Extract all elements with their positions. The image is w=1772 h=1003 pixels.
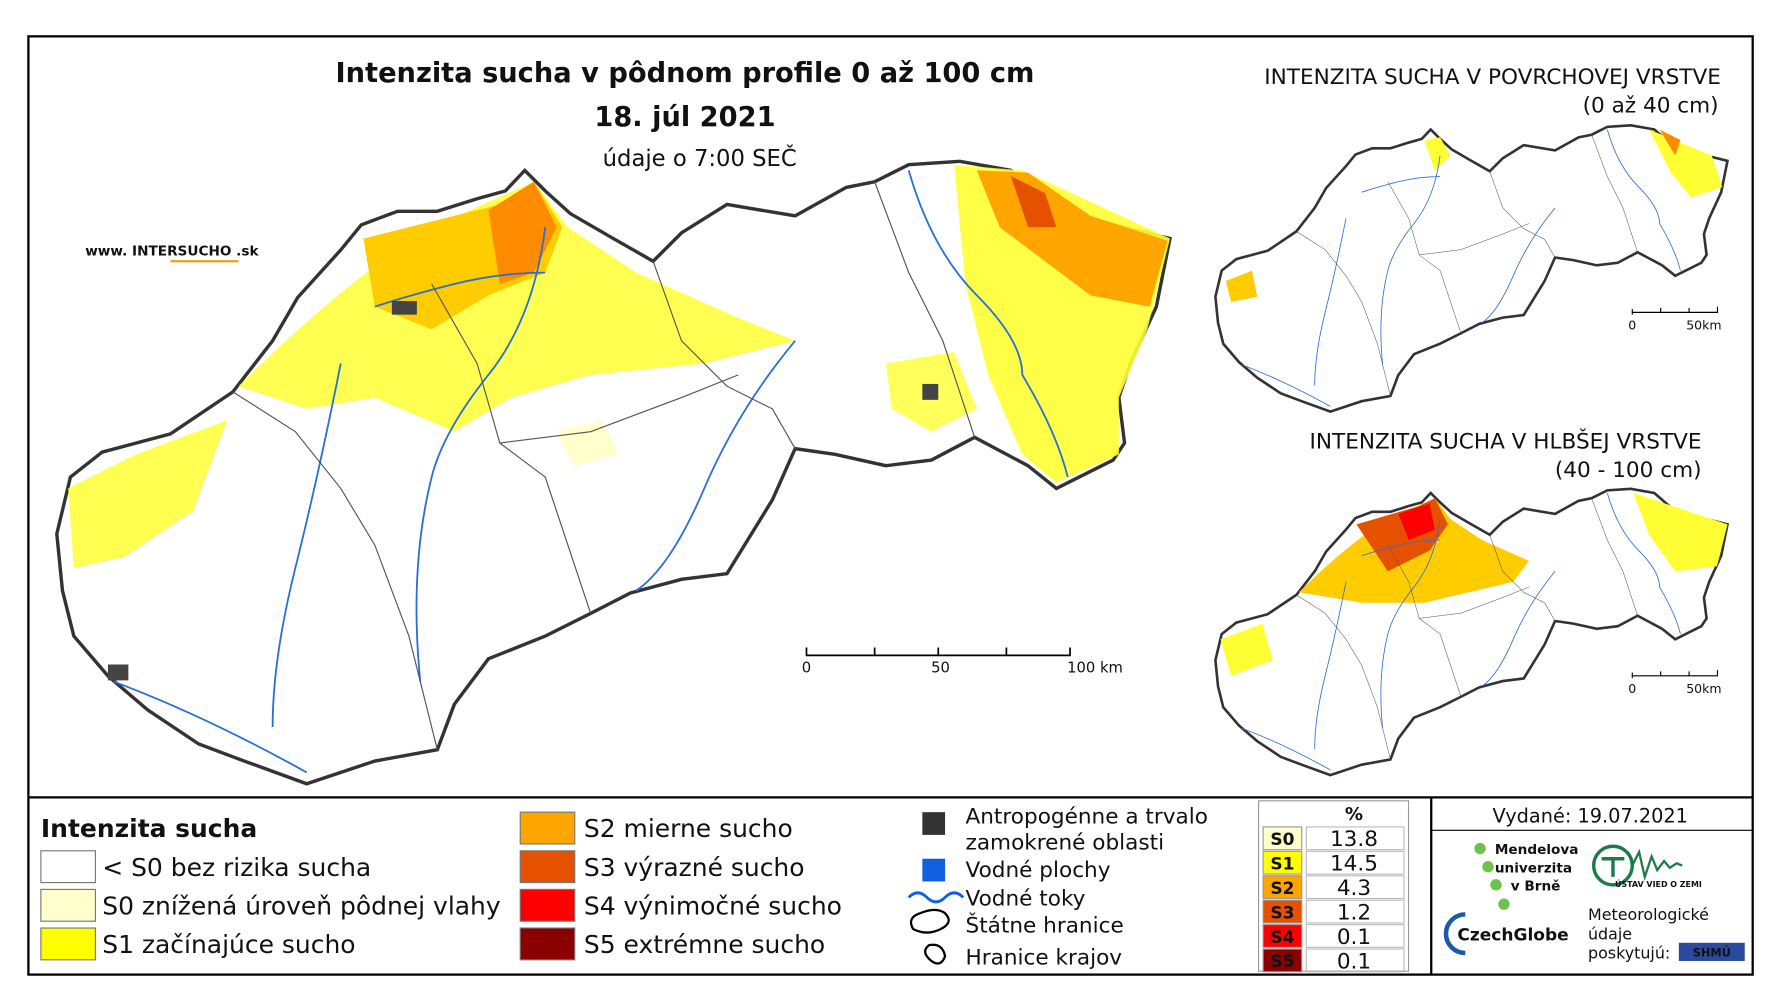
legend-label: S2 mierne sucho (584, 814, 793, 843)
layer-label: Antropogénne a trvalo (966, 805, 1208, 830)
scale-label: 100 km (1067, 659, 1123, 676)
legend-swatch (40, 888, 96, 922)
main-map (55, 159, 1172, 786)
legend-title: Intenzita sucha (41, 814, 257, 843)
legend-swatch (519, 888, 576, 922)
legend-swatch (519, 850, 576, 884)
class-label: S3 (1270, 903, 1294, 923)
percent-value: 0.1 (1337, 949, 1371, 974)
layer-label: Vodné plochy (966, 858, 1111, 883)
legend-label: S0 znížená úroveň pôdnej vlahy (102, 891, 501, 920)
issued-date: Vydané: 19.07.2021 (1493, 804, 1688, 827)
legend-label: S5 extrémne sucho (584, 930, 825, 959)
percent-value: 13.8 (1330, 827, 1378, 852)
ustav-logo (1591, 844, 1683, 887)
class-cell (1262, 875, 1303, 900)
inset-scale-bar (1631, 306, 1719, 315)
main-scale-bar (805, 647, 1071, 657)
scale-label: 0 (1628, 681, 1636, 696)
percent-value: 0.1 (1337, 925, 1371, 950)
percent-value: 4.3 (1337, 876, 1371, 901)
percent-value: 14.5 (1330, 852, 1378, 877)
scale-label: 0 (1628, 317, 1636, 332)
legend-swatch (40, 927, 96, 961)
class-cell (1262, 826, 1303, 851)
class-label: S4 (1270, 928, 1294, 948)
map-date: 18. júl 2021 (594, 102, 775, 133)
legend-label: S4 výnimočné sucho (584, 891, 842, 920)
scale-label: 50 (931, 659, 950, 676)
layer-label: Štátne hranice (966, 913, 1124, 939)
table-header: % (1345, 804, 1363, 825)
class-cell (1262, 850, 1303, 875)
legend-label: < S0 bez rizika sucha (102, 853, 371, 882)
layer-label: Hranice krajov (966, 945, 1123, 970)
value-cell (1305, 948, 1405, 973)
class-label: S1 (1270, 855, 1294, 875)
scale-label: 50km (1686, 681, 1721, 696)
shmu-logo (1678, 942, 1745, 961)
inset-title: INTENZITA SUCHA V HLBŠEJ VRSTVE (1310, 429, 1702, 455)
inset-subtitle: (0 až 40 cm) (1583, 93, 1719, 118)
inset-surface-map (1214, 124, 1729, 413)
legend-label: S1 začínajúce sucho (102, 930, 355, 959)
scale-label: 0 (802, 659, 811, 676)
scale-label: 50km (1686, 317, 1721, 332)
percent-value: 1.2 (1337, 901, 1371, 926)
mendel-label: v Brně (1511, 879, 1561, 895)
value-cell (1305, 924, 1405, 948)
mendel-label: univerzita (1495, 860, 1572, 876)
layer-icons (907, 812, 965, 965)
value-cell (1305, 875, 1405, 900)
ustav-label: ÚSTAV VIED O ZEMI (1615, 878, 1702, 889)
mendel-logo (1474, 842, 1510, 910)
legend-swatch (40, 850, 96, 884)
percent-table: S0 13.8 S1 14.5 S2 4.3 S3 1.2 S4 0.1 S5 0.1 (1262, 826, 1405, 974)
map-title: Intenzita sucha v pôdnom profile 0 až 10… (336, 58, 1035, 89)
class-cell (1262, 924, 1303, 948)
value-cell (1305, 899, 1405, 924)
layer-label: Vodné toky (966, 886, 1086, 911)
class-cell (1262, 948, 1303, 973)
czechglobe-label: CzechGlobe (1457, 926, 1568, 946)
inset-scale-bar (1631, 670, 1719, 679)
class-cell (1262, 899, 1303, 924)
inset-deep-map (1214, 487, 1729, 777)
layer-label: zamokrené oblasti (966, 831, 1165, 856)
value-cell (1305, 850, 1405, 875)
legend-swatch (519, 927, 576, 961)
legend-swatch (519, 811, 576, 845)
czechglobe-logo (1443, 912, 1466, 956)
value-cell (1305, 826, 1405, 851)
class-label: S2 (1270, 879, 1294, 899)
provider-label: údaje (1588, 924, 1632, 943)
website: www. INTERSUCHO .sk (85, 244, 259, 260)
provider-label: Meteorologické (1588, 905, 1709, 924)
mendel-label: Mendelova (1495, 842, 1579, 858)
legend: < S0 bez rizika sucha S0 znížená úroveň p… (40, 811, 842, 961)
map-time-note: údaje o 7:00 SEČ (603, 144, 797, 172)
mendel-text: Mendelova univerzita v Brně (1495, 842, 1579, 894)
legend-label: S3 výrazné sucho (584, 853, 805, 882)
class-label: S5 (1270, 952, 1294, 972)
provider-label: poskytujú: (1588, 944, 1670, 963)
shmu-label: SHMÚ (1693, 945, 1731, 959)
inset-title: INTENZITA SUCHA V POVRCHOVEJ VRSTVE (1264, 65, 1721, 90)
class-label: S0 (1270, 830, 1294, 850)
inset-subtitle: (40 - 100 cm) (1555, 458, 1702, 483)
